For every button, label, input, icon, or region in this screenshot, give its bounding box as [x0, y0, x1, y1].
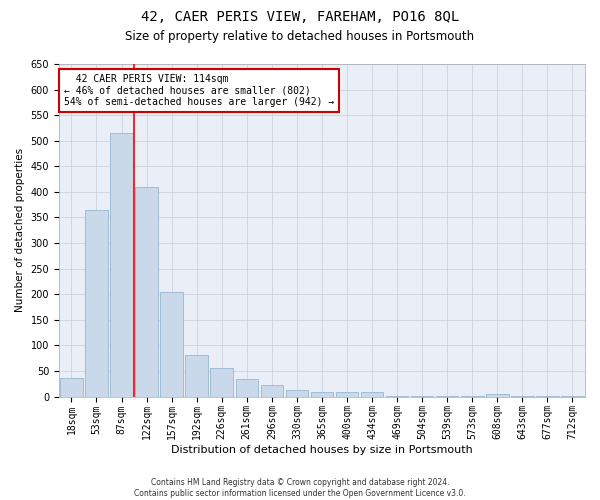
Bar — [236, 378, 258, 396]
Bar — [160, 292, 183, 397]
Text: Contains HM Land Registry data © Crown copyright and database right 2024.
Contai: Contains HM Land Registry data © Crown c… — [134, 478, 466, 498]
Bar — [110, 133, 133, 396]
Bar — [311, 392, 333, 396]
Bar — [286, 390, 308, 396]
Bar — [185, 354, 208, 397]
Bar — [85, 210, 108, 396]
Bar — [361, 392, 383, 396]
Text: 42 CAER PERIS VIEW: 114sqm  
← 46% of detached houses are smaller (802)
54% of s: 42 CAER PERIS VIEW: 114sqm ← 46% of deta… — [64, 74, 334, 107]
Bar — [486, 394, 509, 396]
Bar — [260, 386, 283, 396]
Bar — [211, 368, 233, 396]
Bar — [136, 187, 158, 396]
Bar — [60, 378, 83, 396]
X-axis label: Distribution of detached houses by size in Portsmouth: Distribution of detached houses by size … — [171, 445, 473, 455]
Text: Size of property relative to detached houses in Portsmouth: Size of property relative to detached ho… — [125, 30, 475, 43]
Bar — [336, 392, 358, 396]
Text: 42, CAER PERIS VIEW, FAREHAM, PO16 8QL: 42, CAER PERIS VIEW, FAREHAM, PO16 8QL — [141, 10, 459, 24]
Y-axis label: Number of detached properties: Number of detached properties — [15, 148, 25, 312]
